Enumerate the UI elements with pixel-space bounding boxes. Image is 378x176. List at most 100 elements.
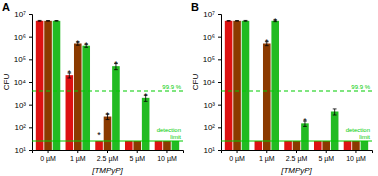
bar-series: [36, 21, 162, 150]
x-tick: 0 µM: [40, 150, 56, 163]
bar: [263, 43, 271, 150]
bar-series: [225, 21, 351, 150]
y-tick: 10⁴: [203, 78, 221, 87]
annotation: *: [76, 38, 80, 48]
y-tick-mark: [218, 127, 221, 128]
bar: [125, 141, 133, 150]
x-tick-label: 10 µM: [346, 155, 366, 163]
error-bar: [235, 20, 239, 22]
y-tick-label: 10⁵: [203, 55, 215, 64]
y-tick-mark: [218, 105, 221, 106]
error-bar: [244, 20, 248, 22]
bar: [242, 21, 250, 150]
x-axis-line: [33, 151, 184, 154]
y-axis-line: [218, 15, 222, 151]
bar: [301, 123, 309, 150]
panel-title: A: [2, 1, 10, 13]
x-tick-label: 1 µM: [70, 155, 86, 163]
error-bar: [227, 20, 231, 22]
y-tick: 10³: [14, 101, 32, 110]
y-tick-mark: [218, 59, 221, 60]
bar: [233, 21, 241, 150]
error-bar: [333, 109, 337, 115]
y-tick: 10⁷: [203, 10, 221, 19]
bar: [163, 141, 171, 150]
annotation: *: [84, 40, 88, 50]
y-tick-label: 10⁵: [14, 55, 26, 64]
error-bar: [46, 20, 50, 22]
chart-svg: 10¹10²10³10⁴10⁵10⁶10⁷0 µM1 µM2.5 µM5 µM1…: [0, 0, 378, 176]
x-tick-mark: [137, 150, 138, 153]
y-tick-mark: [218, 82, 221, 83]
x-tick: 5 µM: [129, 150, 145, 163]
error-bar: [38, 20, 42, 22]
y-tick: 10²: [14, 123, 32, 132]
reference-line: [32, 90, 183, 91]
x-axis-title: [TMPyP]: [280, 166, 312, 175]
bar: [293, 141, 301, 150]
bar: [361, 141, 369, 150]
panel: 10¹10²10³10⁴10⁵10⁶10⁷0 µM1 µM2.5 µM5 µM1…: [191, 1, 373, 175]
bar: [95, 141, 103, 150]
bar: [344, 141, 352, 150]
bar-series: [233, 21, 359, 150]
x-tick-mark: [48, 150, 49, 153]
bar: [44, 21, 52, 150]
bar: [82, 46, 90, 150]
x-tick: 10 µM: [346, 150, 366, 163]
y-tick: 10⁷: [14, 10, 32, 19]
bar: [74, 43, 82, 150]
y-tick-label: 10⁷: [203, 10, 215, 19]
annotations: *******: [68, 38, 148, 141]
annotation: *: [265, 37, 269, 47]
x-tick-mark: [326, 150, 327, 153]
bar: [112, 66, 120, 150]
x-tick: 1 µM: [70, 150, 86, 163]
bar: [36, 21, 44, 150]
reference-line-label: detectionlimit: [346, 127, 371, 140]
x-tick-label: 2.5 µM: [286, 155, 308, 163]
x-tick-mark: [166, 150, 167, 153]
y-tick-mark: [29, 105, 32, 106]
y-tick: 10⁵: [203, 55, 221, 64]
annotation: *: [97, 130, 101, 140]
y-tick: 10⁴: [14, 78, 32, 87]
y-axis-title: CFU: [191, 74, 200, 91]
bar: [314, 141, 322, 150]
bar: [155, 141, 163, 150]
bar: [284, 141, 292, 150]
x-tick-label: 10 µM: [157, 155, 177, 163]
y-tick-label: 10³: [14, 101, 26, 110]
x-tick-label: 0 µM: [40, 155, 56, 163]
bar: [331, 111, 339, 150]
x-tick-mark: [296, 150, 297, 153]
x-tick: 10 µM: [157, 150, 177, 163]
x-axis-line: [222, 151, 373, 154]
reference-line: [221, 90, 372, 91]
y-tick: 10³: [203, 101, 221, 110]
y-tick-mark: [218, 37, 221, 38]
x-tick-label: 0 µM: [229, 155, 245, 163]
panel: 10¹10²10³10⁴10⁵10⁶10⁷0 µM1 µM2.5 µM5 µM1…: [2, 1, 184, 175]
y-tick-label: 10⁴: [203, 78, 216, 87]
bar: [322, 141, 330, 150]
bar: [133, 141, 141, 150]
y-tick-label: 10²: [203, 123, 215, 132]
bar: [352, 141, 360, 150]
reference-line-label: 99.9 %: [351, 84, 370, 90]
y-tick: 10¹: [203, 146, 221, 155]
x-tick-mark: [355, 150, 356, 153]
y-tick-label: 10⁴: [14, 78, 27, 87]
plot-area: [221, 20, 372, 150]
y-tick-mark: [218, 14, 221, 15]
bar: [225, 21, 233, 150]
x-tick: 2.5 µM: [286, 150, 308, 163]
y-tick-label: 10³: [203, 101, 215, 110]
y-tick-mark: [29, 127, 32, 128]
panel-title: B: [191, 1, 199, 13]
x-tick: 5 µM: [318, 150, 334, 163]
y-tick-mark: [218, 150, 221, 151]
annotation: *: [303, 116, 307, 126]
y-tick-label: 10¹: [14, 146, 26, 155]
y-tick: 10²: [203, 123, 221, 132]
